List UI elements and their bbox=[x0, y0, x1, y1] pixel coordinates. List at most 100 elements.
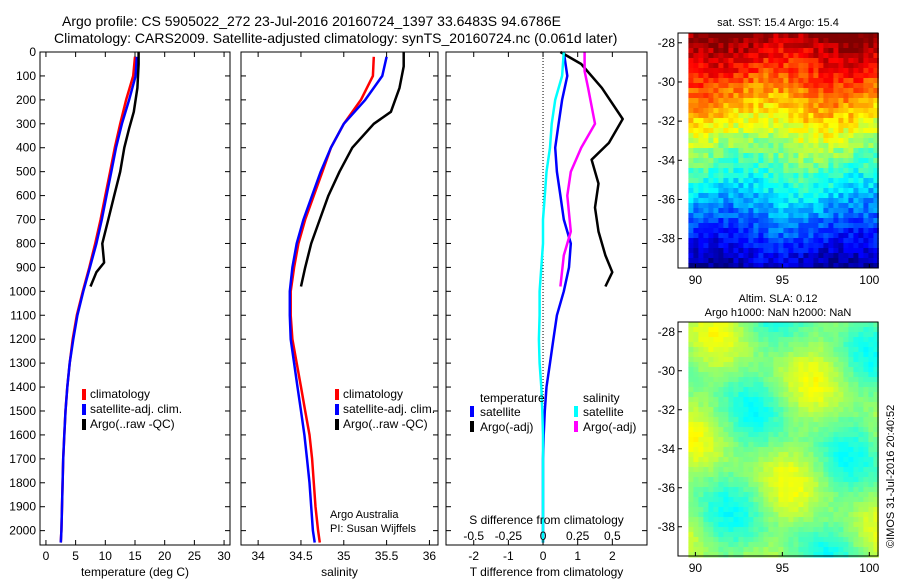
heatmap-cell bbox=[833, 243, 839, 249]
heatmap-cell bbox=[858, 183, 864, 189]
heatmap-cell bbox=[758, 417, 764, 423]
heatmap-cell bbox=[803, 98, 809, 104]
heatmap-cell bbox=[788, 33, 794, 39]
heatmap-cell bbox=[698, 362, 704, 368]
heatmap-cell bbox=[748, 243, 754, 249]
heatmap-cell bbox=[693, 148, 699, 154]
heatmap-cell bbox=[713, 88, 719, 94]
heatmap-cell bbox=[703, 392, 709, 398]
heatmap-cell bbox=[803, 178, 809, 184]
heatmap-cell bbox=[818, 352, 824, 358]
heatmap-cell bbox=[788, 243, 794, 249]
depth-tick-label: 700 bbox=[16, 213, 36, 227]
heatmap-cell bbox=[793, 362, 799, 368]
heatmap-cell bbox=[833, 178, 839, 184]
heatmap-cell bbox=[863, 432, 869, 438]
heatmap-cell bbox=[788, 462, 794, 468]
heatmap-cell bbox=[858, 108, 864, 114]
heatmap-cell bbox=[833, 367, 839, 373]
heatmap-cell bbox=[728, 402, 734, 408]
heatmap-cell bbox=[768, 63, 774, 69]
heatmap-cell bbox=[798, 492, 804, 498]
heatmap-cell bbox=[768, 78, 774, 84]
heatmap-cell bbox=[768, 377, 774, 383]
heatmap-cell bbox=[788, 248, 794, 254]
heatmap-cell bbox=[828, 183, 834, 189]
heatmap-cell bbox=[698, 547, 704, 553]
heatmap-cell bbox=[768, 158, 774, 164]
sst-map-y-tick-label: -32 bbox=[658, 114, 676, 128]
heatmap-cell bbox=[773, 158, 779, 164]
heatmap-cell bbox=[818, 98, 824, 104]
heatmap-cell bbox=[813, 457, 819, 463]
heatmap-cell bbox=[803, 492, 809, 498]
heatmap-cell bbox=[833, 198, 839, 204]
heatmap-cell bbox=[773, 208, 779, 214]
heatmap-cell bbox=[718, 73, 724, 79]
heatmap-cell bbox=[768, 342, 774, 348]
heatmap-cell bbox=[848, 253, 854, 259]
heatmap-cell bbox=[873, 233, 879, 239]
heatmap-cell bbox=[863, 88, 869, 94]
heatmap-cell bbox=[808, 213, 814, 219]
heatmap-cell bbox=[873, 427, 879, 433]
heatmap-cell bbox=[818, 532, 824, 538]
heatmap-cell bbox=[778, 178, 784, 184]
heatmap-cell bbox=[708, 78, 714, 84]
heatmap-cell bbox=[828, 103, 834, 109]
heatmap-cell bbox=[758, 148, 764, 154]
heatmap-cell bbox=[718, 63, 724, 69]
heatmap-cell bbox=[698, 407, 704, 413]
heatmap-cell bbox=[873, 198, 879, 204]
heatmap-cell bbox=[813, 223, 819, 229]
heatmap-cell bbox=[698, 43, 704, 49]
heatmap-cell bbox=[843, 552, 849, 558]
heatmap-cell bbox=[828, 248, 834, 254]
heatmap-cell bbox=[743, 188, 749, 194]
heatmap-cell bbox=[723, 387, 729, 393]
heatmap-cell bbox=[858, 253, 864, 259]
heatmap-cell bbox=[848, 377, 854, 383]
heatmap-cell bbox=[708, 93, 714, 99]
heatmap-cell bbox=[773, 123, 779, 129]
heatmap-cell bbox=[718, 357, 724, 363]
heatmap-cell bbox=[723, 472, 729, 478]
heatmap-cell bbox=[693, 68, 699, 74]
heatmap-cell bbox=[803, 93, 809, 99]
heatmap-cell bbox=[748, 58, 754, 64]
heatmap-cell bbox=[738, 477, 744, 483]
heatmap-cell bbox=[708, 148, 714, 154]
heatmap-cell bbox=[688, 327, 694, 333]
heatmap-cell bbox=[838, 402, 844, 408]
heatmap-cell bbox=[803, 487, 809, 493]
heatmap-cell bbox=[728, 472, 734, 478]
heatmap-cell bbox=[758, 238, 764, 244]
heatmap-cell bbox=[783, 103, 789, 109]
heatmap-cell bbox=[758, 213, 764, 219]
heatmap-cell bbox=[853, 118, 859, 124]
heatmap-cell bbox=[788, 173, 794, 179]
heatmap-cell bbox=[763, 447, 769, 453]
heatmap-cell bbox=[798, 133, 804, 139]
heatmap-cell bbox=[718, 183, 724, 189]
heatmap-cell bbox=[688, 337, 694, 343]
heatmap-cell bbox=[868, 412, 874, 418]
heatmap-cell bbox=[713, 133, 719, 139]
heatmap-cell bbox=[838, 253, 844, 259]
heatmap-cell bbox=[798, 193, 804, 199]
heatmap-cell bbox=[798, 228, 804, 234]
heatmap-cell bbox=[763, 183, 769, 189]
heatmap-cell bbox=[778, 63, 784, 69]
heatmap-cell bbox=[703, 128, 709, 134]
heatmap-cell bbox=[863, 372, 869, 378]
heatmap-cell bbox=[758, 437, 764, 443]
heatmap-cell bbox=[788, 442, 794, 448]
heatmap-cell bbox=[748, 547, 754, 553]
heatmap-cell bbox=[788, 487, 794, 493]
heatmap-cell bbox=[853, 387, 859, 393]
heatmap-cell bbox=[813, 208, 819, 214]
sst-map-x-tick-label: 100 bbox=[859, 273, 879, 287]
heatmap-cell bbox=[788, 402, 794, 408]
heatmap-cell bbox=[778, 53, 784, 59]
heatmap-cell bbox=[838, 43, 844, 49]
